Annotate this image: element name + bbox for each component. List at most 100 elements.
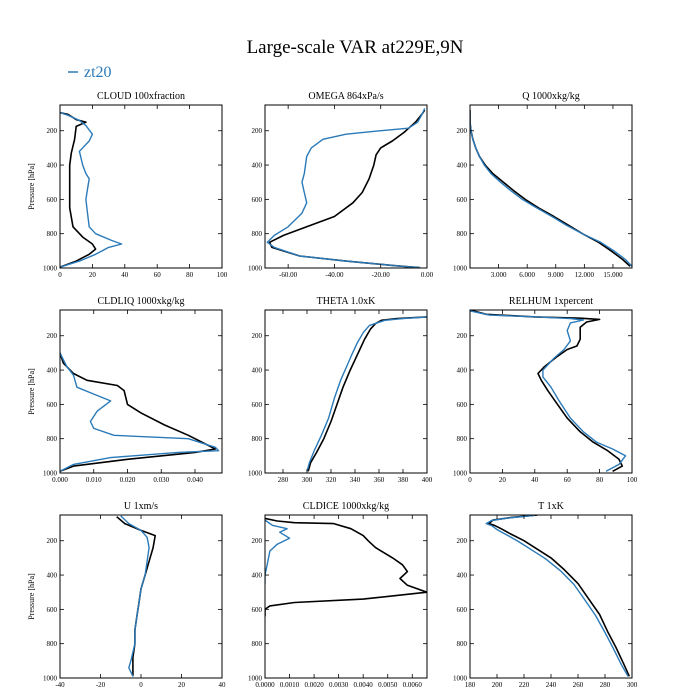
x-tick-label: 200 bbox=[492, 681, 503, 689]
x-tick-label: 360 bbox=[374, 476, 385, 484]
x-tick-label: 20 bbox=[89, 271, 97, 279]
x-tick-label: 100 bbox=[217, 271, 228, 279]
x-tick-label: 0.0050 bbox=[378, 681, 398, 689]
y-tick-label: 200 bbox=[457, 537, 468, 545]
y-tick-label: 800 bbox=[47, 435, 58, 443]
chart-panel: THETA 1.0xK 280 300 320 340 360 380 400 200 400 60… bbox=[248, 296, 433, 484]
x-tick-label: 0.040 bbox=[187, 476, 203, 484]
series-line-control bbox=[470, 110, 631, 267]
series-line-zt20 bbox=[60, 112, 123, 268]
series-line-zt20 bbox=[265, 519, 291, 584]
series-line-control bbox=[470, 310, 624, 473]
x-tick-label: 340 bbox=[350, 476, 361, 484]
series-line-zt20 bbox=[120, 515, 150, 677]
y-tick-label: 200 bbox=[252, 332, 263, 340]
x-tick-label: 0 bbox=[139, 681, 143, 689]
y-tick-label: 1000 bbox=[43, 265, 58, 273]
x-tick-label: 220 bbox=[519, 681, 530, 689]
series-line-control bbox=[116, 516, 156, 677]
x-tick-label: 280 bbox=[278, 476, 289, 484]
x-tick-label: 3.000 bbox=[491, 271, 507, 279]
x-tick-label: 0.0000 bbox=[255, 681, 275, 689]
axes-frame bbox=[59, 104, 223, 269]
series-line-zt20 bbox=[470, 110, 632, 267]
x-tick-label: 380 bbox=[398, 476, 409, 484]
series-line-control bbox=[307, 316, 427, 472]
y-axis-label: Pressure [hPa] bbox=[27, 163, 36, 210]
y-axis-label: Pressure [hPa] bbox=[27, 368, 36, 415]
x-tick-label: -40.00 bbox=[325, 271, 344, 279]
y-tick-label: 400 bbox=[252, 572, 263, 580]
y-tick-label: 200 bbox=[47, 332, 58, 340]
y-tick-label: 600 bbox=[47, 606, 58, 614]
x-tick-label: 0.0010 bbox=[280, 681, 300, 689]
figure-title: Large-scale VAR at229E,9N bbox=[247, 37, 464, 58]
y-tick-label: 400 bbox=[457, 367, 468, 375]
panel-title: CLDLIQ 1000xkg/kg bbox=[98, 296, 185, 307]
x-tick-label: 0.0020 bbox=[304, 681, 324, 689]
x-tick-label: 280 bbox=[600, 681, 611, 689]
y-tick-label: 800 bbox=[252, 640, 263, 648]
y-tick-label: 400 bbox=[457, 572, 468, 580]
chart-panel: Q 1000xkg/kg 3.000 6.000 9.000 12.000 15.000 2… bbox=[453, 91, 633, 279]
x-tick-label: 9.000 bbox=[548, 271, 564, 279]
x-tick-label: 6.000 bbox=[519, 271, 535, 279]
x-tick-label: 300 bbox=[627, 681, 638, 689]
y-tick-label: 600 bbox=[252, 196, 263, 204]
panel-title: Q 1000xkg/kg bbox=[522, 91, 580, 102]
chart-panel: RELHUM 1xpercent 0 20 40 60 80 100 200 400 600 800… bbox=[453, 296, 638, 484]
y-tick-label: 800 bbox=[252, 435, 263, 443]
x-tick-label: 300 bbox=[302, 476, 313, 484]
y-tick-label: 400 bbox=[47, 572, 58, 580]
y-tick-label: 600 bbox=[47, 196, 58, 204]
x-tick-label: 0 bbox=[468, 476, 472, 484]
x-tick-label: 40 bbox=[219, 681, 227, 689]
axes-frame bbox=[469, 309, 633, 474]
x-tick-label: 15.000 bbox=[603, 271, 623, 279]
x-tick-label: 60 bbox=[564, 476, 572, 484]
y-tick-label: 200 bbox=[252, 127, 263, 135]
y-tick-label: 800 bbox=[47, 640, 58, 648]
legend-label-zt20: zt20 bbox=[84, 64, 112, 81]
x-tick-label: 0.010 bbox=[86, 476, 102, 484]
x-tick-label: 0.0060 bbox=[403, 681, 423, 689]
axes-frame bbox=[469, 514, 633, 679]
y-tick-label: 200 bbox=[47, 127, 58, 135]
y-tick-label: 600 bbox=[252, 606, 263, 614]
y-tick-label: 200 bbox=[252, 537, 263, 545]
y-tick-label: 1000 bbox=[43, 675, 58, 683]
series-line-zt20 bbox=[60, 352, 220, 472]
axes-frame bbox=[264, 514, 428, 679]
x-tick-label: 0 bbox=[58, 271, 62, 279]
y-tick-label: 400 bbox=[252, 162, 263, 170]
axes-frame bbox=[469, 104, 633, 269]
y-tick-label: 1000 bbox=[453, 265, 468, 273]
y-tick-label: 600 bbox=[252, 401, 263, 409]
series-line-control bbox=[60, 111, 97, 268]
x-tick-label: 260 bbox=[573, 681, 584, 689]
y-tick-label: 600 bbox=[457, 606, 468, 614]
series-line-zt20 bbox=[306, 316, 427, 472]
x-tick-label: 320 bbox=[326, 476, 337, 484]
series-line-zt20 bbox=[485, 515, 629, 677]
axes-frame bbox=[59, 309, 223, 474]
x-tick-label: 100 bbox=[627, 476, 638, 484]
y-tick-label: 400 bbox=[457, 162, 468, 170]
x-tick-label: -20 bbox=[96, 681, 106, 689]
chart-panel: CLDICE 1000xkg/kg 0.0000 0.0010 0.0020 0.003… bbox=[248, 501, 428, 689]
y-tick-label: 1000 bbox=[453, 470, 468, 478]
panel-title: THETA 1.0xK bbox=[317, 296, 376, 307]
y-tick-label: 400 bbox=[47, 162, 58, 170]
panel-title: OMEGA 864xPa/s bbox=[308, 91, 383, 102]
panel-title: T 1xK bbox=[538, 501, 564, 512]
series-line-control bbox=[60, 352, 217, 473]
x-tick-label: 0.00 bbox=[421, 271, 434, 279]
series-line-zt20 bbox=[266, 108, 426, 268]
x-tick-label: 20 bbox=[499, 476, 507, 484]
y-tick-label: 800 bbox=[457, 640, 468, 648]
x-tick-label: 80 bbox=[186, 271, 194, 279]
panel-title: CLDICE 1000xkg/kg bbox=[303, 501, 389, 512]
x-tick-label: 400 bbox=[422, 476, 433, 484]
